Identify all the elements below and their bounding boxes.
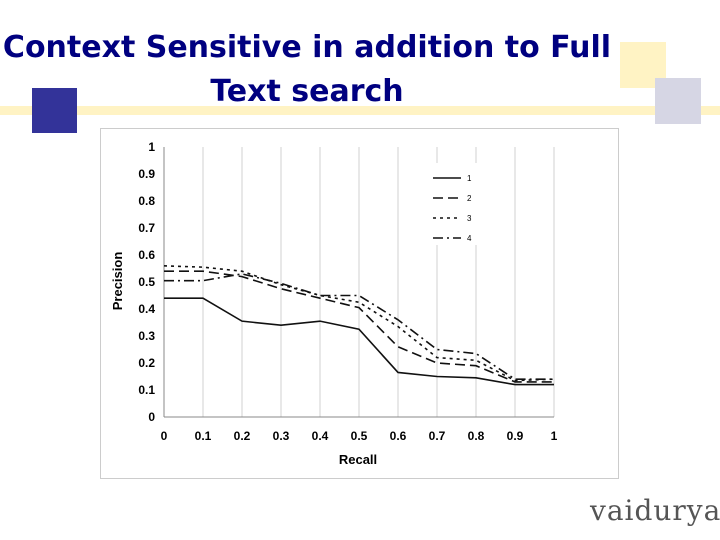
y-tick-label: 0.5 (138, 275, 155, 289)
legend-label: 2 (467, 194, 472, 203)
y-tick-label: 0.3 (138, 329, 155, 343)
y-tick-label: 0.2 (138, 356, 155, 370)
legend-label: 3 (467, 214, 472, 223)
series-line-3 (163, 265, 555, 382)
legend-label: 4 (467, 234, 472, 243)
y-tick-label: 0.9 (138, 167, 155, 181)
accent-gray-square (655, 78, 701, 124)
vaidurya-logo: vaidurya (590, 494, 720, 527)
series-line-1 (164, 297, 554, 386)
y-axis-label: Precision (110, 252, 125, 311)
series-line-4 (164, 273, 554, 380)
y-tick-label: 1 (148, 140, 155, 154)
accent-blue-square (32, 88, 77, 133)
legend-label: 1 (467, 174, 472, 183)
y-tick-label: 0.6 (138, 248, 155, 262)
x-tick-label: 0.2 (234, 429, 251, 443)
x-tick-label: 0.6 (390, 429, 407, 443)
x-tick-label: 1 (551, 429, 558, 443)
x-tick-label: 0.5 (351, 429, 368, 443)
accent-cream-stripe (0, 106, 720, 115)
y-tick-label: 0.7 (138, 221, 155, 235)
y-tick-label: 0 (148, 410, 155, 424)
x-tick-label: 0.7 (429, 429, 446, 443)
x-tick-label: 0.8 (468, 429, 485, 443)
series-line-2 (164, 270, 554, 383)
x-tick-label: 0.9 (507, 429, 524, 443)
x-axis-label: Recall (339, 452, 377, 467)
y-tick-label: 0.4 (138, 302, 155, 316)
x-tick-label: 0 (161, 429, 168, 443)
slide-title: Context Sensitive in addition to Full Te… (2, 30, 612, 109)
chart: 0 0.1 0.2 0.3 0.4 0.5 0.6 0.7 0.8 0.9 1 0 0.1 0.2 0.3 0… (100, 128, 619, 479)
chart-legend: 1 2 3 4 (425, 163, 489, 245)
y-tick-label: 0.1 (138, 383, 155, 397)
y-tick-label: 0.8 (138, 194, 155, 208)
x-tick-label: 0.3 (273, 429, 290, 443)
legend-box (425, 163, 489, 245)
x-tick-label: 0.1 (195, 429, 212, 443)
x-tick-label: 0.4 (312, 429, 329, 443)
